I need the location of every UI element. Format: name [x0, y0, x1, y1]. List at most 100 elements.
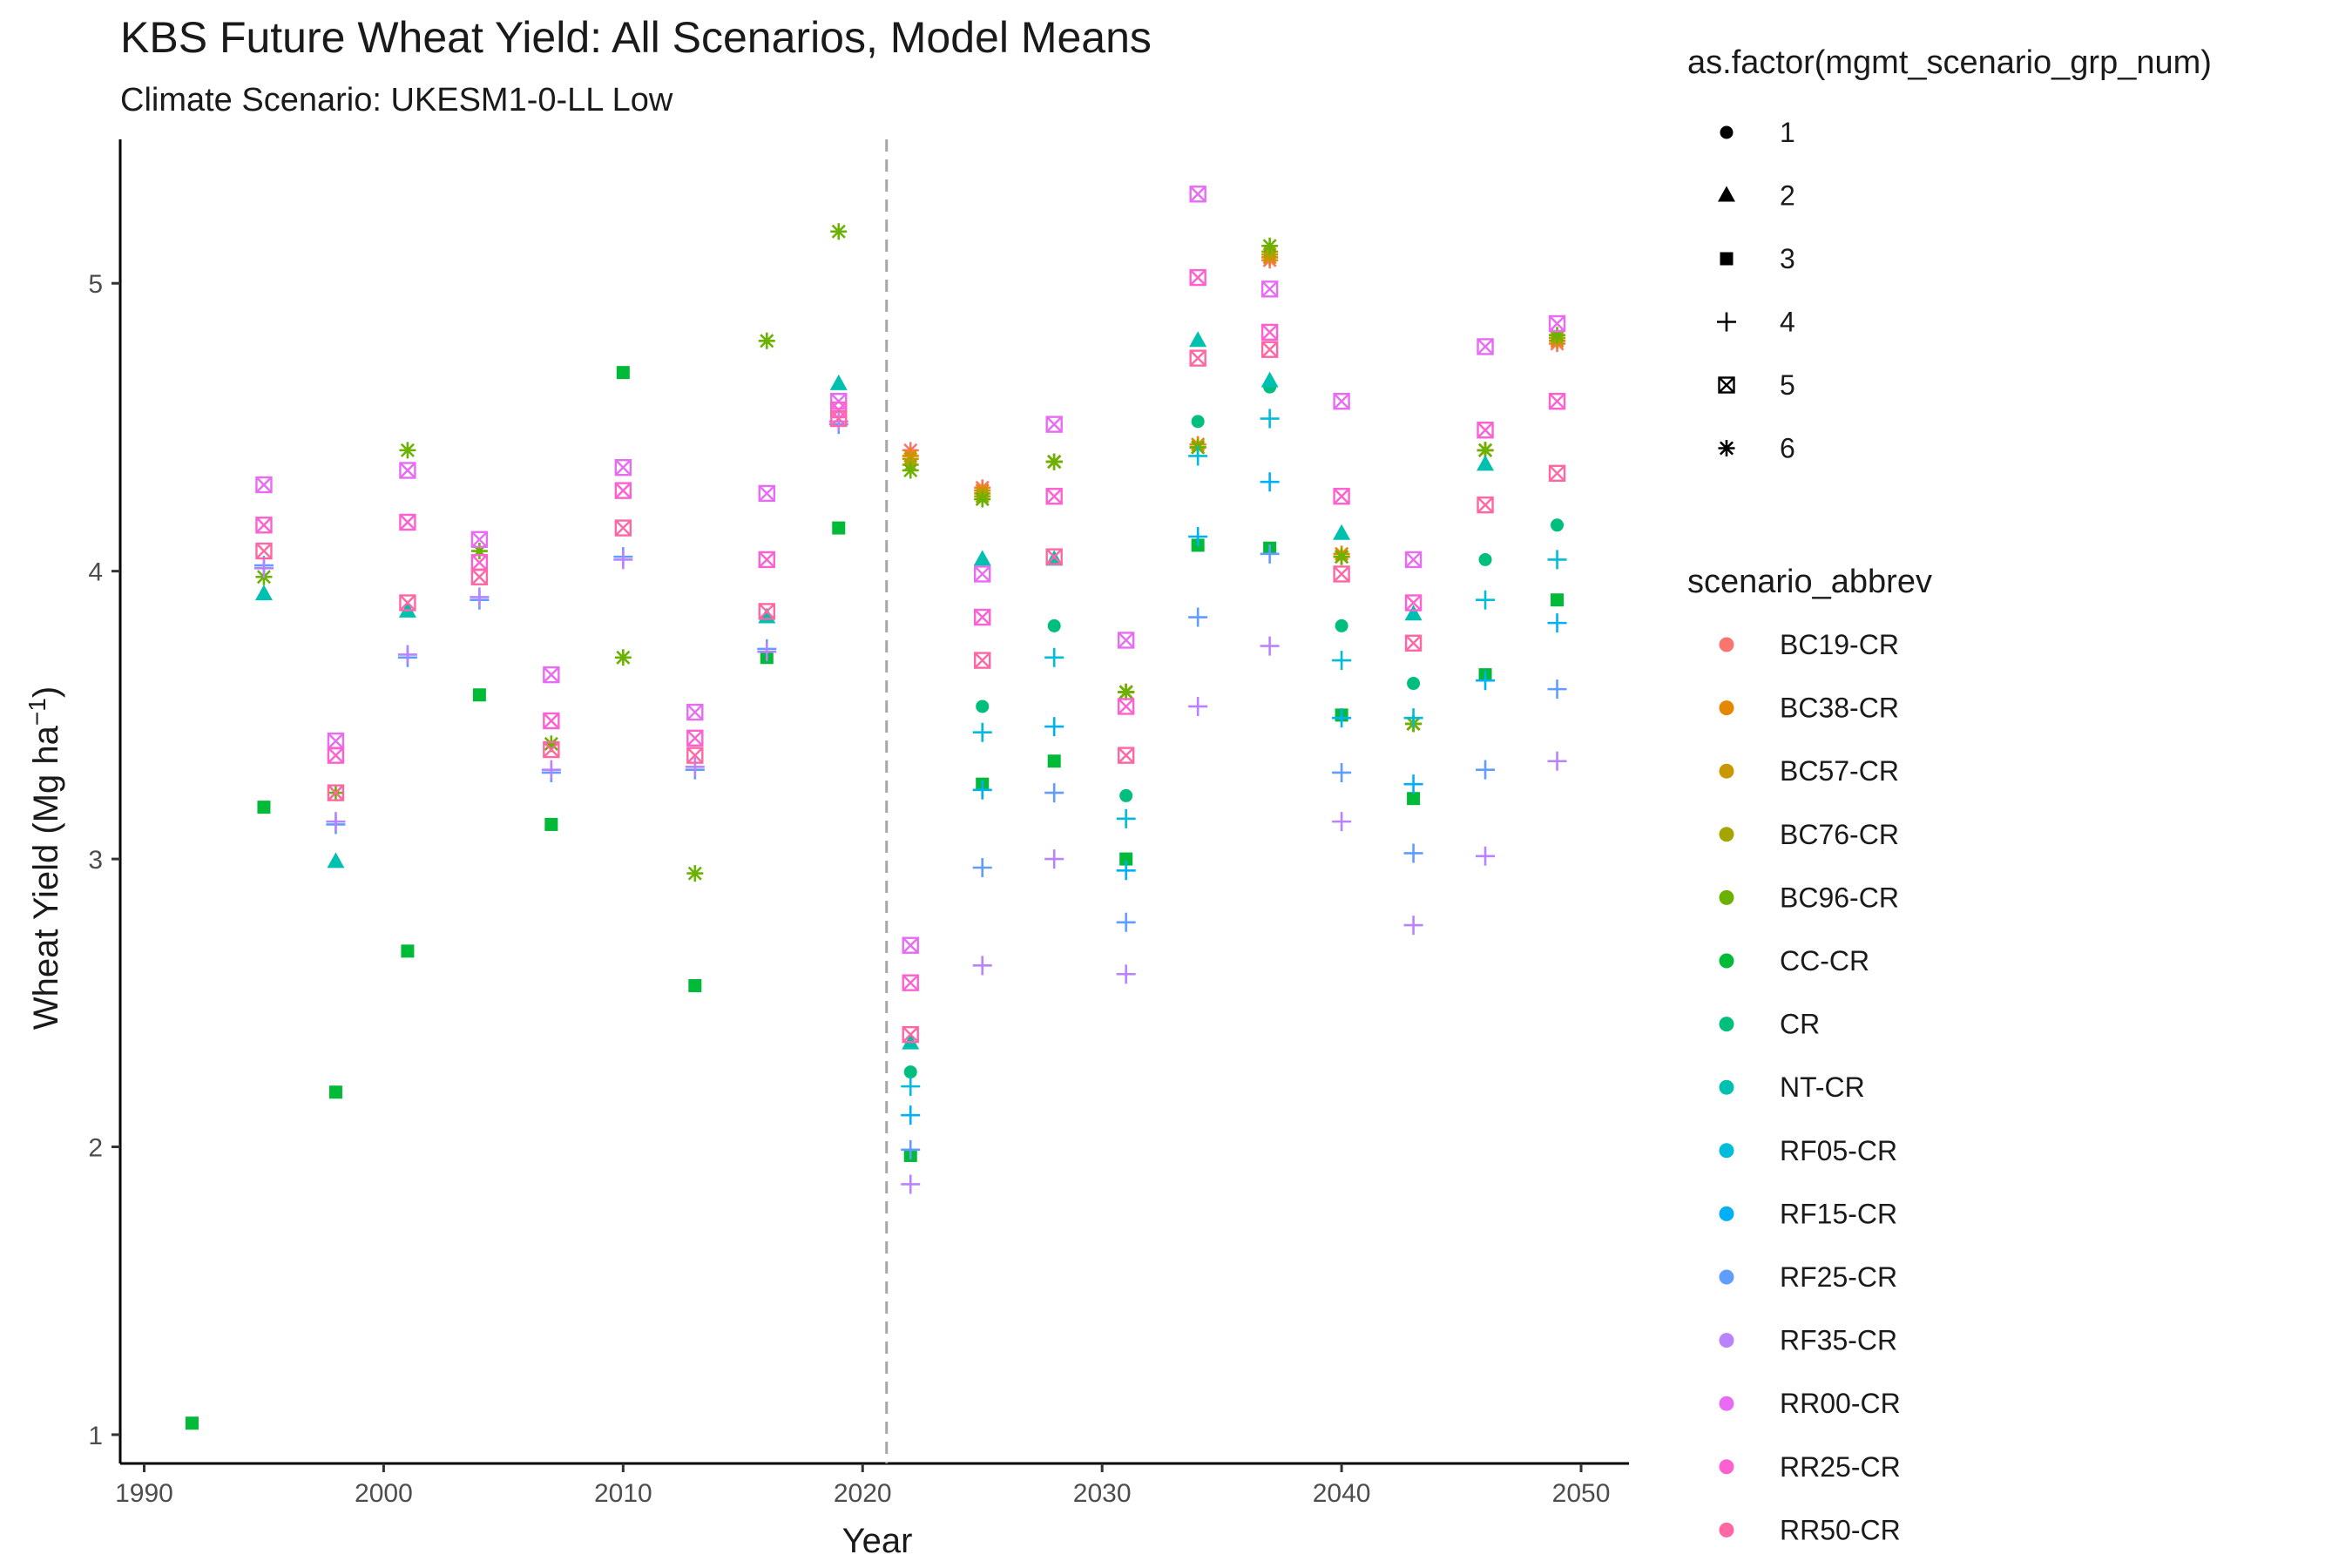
- color-legend-key: [1719, 953, 1734, 969]
- data-point: [1116, 912, 1136, 932]
- shape-legend-key-triangle: [1718, 186, 1735, 202]
- data-point: [1407, 792, 1421, 806]
- color-legend-key: [1719, 763, 1734, 779]
- data-point: [829, 374, 848, 390]
- data-point: [686, 703, 704, 721]
- series-bc57-cr: [902, 246, 1566, 733]
- y-axis-label-main: Wheat Yield (Mg ha: [27, 725, 65, 1030]
- data-point: [1403, 843, 1423, 863]
- data-point: [1117, 632, 1135, 649]
- color-legend-entries: BC19-CR BC38-CR BC57-CR BC76-CR BC96-CR CC-CR…: [1719, 629, 1901, 1545]
- shape-legend-label: 1: [1780, 117, 1795, 148]
- data-point: [1044, 647, 1064, 667]
- series-rr00-cr: [255, 186, 1566, 954]
- data-point: [326, 812, 346, 832]
- series-nt-cr: [254, 331, 1495, 1050]
- data-point: [1547, 550, 1567, 570]
- data-point: [972, 722, 992, 742]
- data-point: [327, 852, 345, 868]
- data-point: [686, 865, 704, 882]
- data-point: [902, 1025, 919, 1044]
- data-point: [902, 936, 919, 954]
- data-point: [1191, 415, 1205, 429]
- data-point: [257, 801, 271, 814]
- shape-legend-key-asterisk: [1718, 440, 1735, 456]
- x-axis-ticks: 1990 2000 2010 2020 2030 2040 2050: [115, 1463, 1610, 1508]
- data-point: [253, 558, 274, 578]
- x-tick-label: 2030: [1073, 1479, 1132, 1508]
- data-point: [1332, 651, 1352, 671]
- data-point: [1335, 618, 1348, 632]
- series-rr50-cr: [255, 341, 1566, 1044]
- data-point: [1117, 747, 1135, 764]
- data-point: [1549, 327, 1566, 344]
- data-point: [976, 700, 990, 713]
- data-point: [1403, 708, 1423, 728]
- data-point: [901, 1139, 921, 1159]
- data-point: [1476, 671, 1496, 691]
- data-point: [830, 409, 848, 428]
- x-tick-label: 1990: [115, 1479, 173, 1508]
- data-point: [470, 587, 490, 607]
- data-point: [1477, 442, 1494, 459]
- data-point: [613, 550, 633, 570]
- axes: [118, 139, 1629, 1465]
- data-point: [1551, 593, 1565, 607]
- data-point: [472, 688, 486, 702]
- data-point: [614, 482, 632, 499]
- chart-subtitle: Climate Scenario: UKESM1-0-LL Low: [120, 82, 673, 118]
- data-point: [1547, 751, 1567, 771]
- data-point: [541, 760, 561, 780]
- data-point: [399, 442, 416, 459]
- series-rr25-cr: [255, 268, 1566, 991]
- data-point: [1260, 323, 1279, 341]
- data-point: [901, 1105, 921, 1125]
- data-point: [758, 603, 775, 620]
- series-bc96-cr: [255, 223, 1566, 882]
- x-axis-label: Year: [842, 1522, 913, 1560]
- data-point: [543, 735, 560, 753]
- data-point: [1260, 409, 1280, 429]
- data-point: [1047, 618, 1061, 632]
- x-tick-label: 2010: [594, 1479, 652, 1508]
- x-tick-label: 2050: [1552, 1479, 1611, 1508]
- data-point: [614, 649, 632, 666]
- data-point: [255, 517, 273, 534]
- data-points: [185, 186, 1567, 1430]
- data-point: [974, 490, 991, 508]
- data-point: [399, 462, 416, 479]
- data-point: [1119, 852, 1133, 866]
- data-point: [327, 747, 345, 764]
- color-legend-label: RR25-CR: [1780, 1451, 1901, 1483]
- data-point: [1478, 552, 1492, 566]
- color-legend-key: [1719, 1143, 1734, 1159]
- data-point: [543, 666, 560, 684]
- data-point: [1116, 861, 1136, 881]
- series-bc76-cr: [902, 243, 1566, 733]
- data-point: [901, 1174, 921, 1194]
- data-point: [470, 543, 488, 560]
- data-point: [1332, 708, 1352, 728]
- color-legend-label: RF05-CR: [1780, 1135, 1897, 1166]
- data-point: [1116, 964, 1136, 984]
- data-point: [974, 608, 991, 626]
- data-point: [1188, 527, 1208, 546]
- color-legend-label: RR00-CR: [1780, 1388, 1901, 1419]
- data-point: [328, 1085, 342, 1099]
- color-legend-key: [1719, 1333, 1734, 1348]
- y-tick-label: 5: [88, 270, 103, 299]
- data-point: [1260, 341, 1279, 358]
- data-point: [974, 652, 991, 669]
- shape-legend-key-boxx: [1718, 376, 1735, 394]
- data-point: [1547, 613, 1567, 633]
- series-rf35-cr: [253, 411, 1567, 1194]
- shape-legend-entries: 1 2 3 4 5 6: [1717, 117, 1795, 464]
- data-point: [255, 476, 273, 494]
- color-legend-label: RF25-CR: [1780, 1261, 1897, 1293]
- color-legend-label: BC38-CR: [1780, 693, 1899, 724]
- data-point: [1045, 416, 1063, 433]
- data-point: [902, 974, 919, 991]
- data-point: [1476, 760, 1496, 780]
- data-point: [1333, 392, 1350, 410]
- data-point: [758, 332, 775, 349]
